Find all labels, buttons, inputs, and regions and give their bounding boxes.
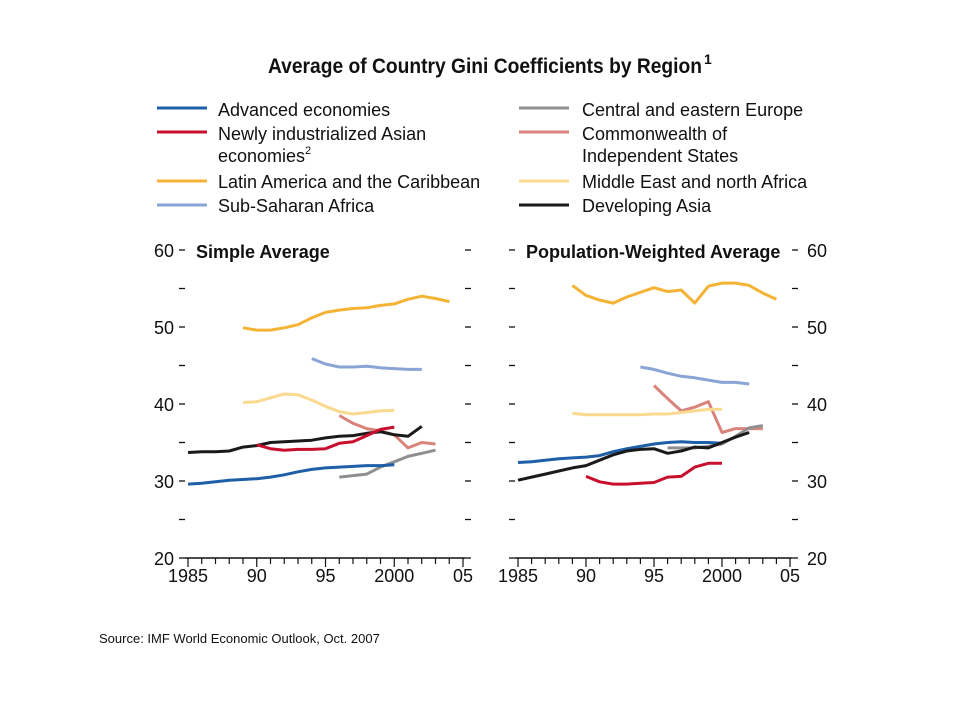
series-line-mena <box>572 407 722 417</box>
legend-label-adv: Advanced economies <box>218 100 390 120</box>
series-line-ssa <box>640 365 750 386</box>
source-note: Source: IMF World Economic Outlook, Oct.… <box>99 631 380 646</box>
legend-item-dasia: Developing Asia <box>519 196 712 216</box>
panel-title: Population-Weighted Average <box>526 242 780 262</box>
series-line-mena <box>242 392 395 416</box>
y-tick-label: 60 <box>154 241 174 261</box>
legend-label-cee: Central and eastern Europe <box>582 100 803 120</box>
series-line-lac <box>571 281 778 305</box>
legend-label-dasia: Developing Asia <box>582 196 712 216</box>
legend-item-adv: Advanced economies <box>157 100 390 120</box>
y-tick-label: 20 <box>807 549 827 569</box>
legend-item-lac: Latin America and the Caribbean <box>157 172 480 192</box>
y-tick-label: 50 <box>154 318 174 338</box>
x-tick-label: 05 <box>780 566 800 586</box>
series-line-nie <box>585 461 722 486</box>
legend-item-mena: Middle East and north Africa <box>519 172 808 192</box>
x-tick-label: 05 <box>453 566 473 586</box>
legend-label-cis: Independent States <box>582 146 738 166</box>
legend-label-lac: Latin America and the Caribbean <box>218 172 480 192</box>
y-tick-label: 40 <box>807 395 827 415</box>
panel-population-weighted-average: Population-Weighted Average 20 30 40 50 60 198… <box>498 241 827 586</box>
y-tick-label: 50 <box>807 318 827 338</box>
chart-title-superscript: 1 <box>704 51 712 67</box>
x-tick-label: 90 <box>247 566 267 586</box>
panel-title: Simple Average <box>196 242 330 262</box>
x-tick-label: 2000 <box>702 566 742 586</box>
x-tick-label: 90 <box>576 566 596 586</box>
y-tick-label: 40 <box>154 395 174 415</box>
series-line-cis <box>338 414 436 450</box>
legend-superscript: 2 <box>305 145 311 157</box>
series-line-dasia <box>517 431 750 482</box>
series-line-ssa <box>311 357 422 371</box>
y-tick-label: 30 <box>154 472 174 492</box>
legend-label-mena: Middle East and north Africa <box>582 172 808 192</box>
x-tick-label: 1985 <box>498 566 538 586</box>
y-tick-label: 60 <box>807 241 827 261</box>
series-line-dasia <box>187 425 423 454</box>
legend-item-ssa: Sub-Saharan Africa <box>157 196 375 216</box>
y-tick-label: 30 <box>807 472 827 492</box>
legend-label-nie: Newly industrialized Asian <box>218 124 426 144</box>
legend: Advanced economies Newly industrialized A… <box>157 100 808 216</box>
y-tick-label: 20 <box>154 549 174 569</box>
x-tick-label: 95 <box>644 566 664 586</box>
panel-simple-average: Simple Average 20 30 40 50 60 1985 90 95 2000 05 <box>154 241 473 586</box>
legend-label-nie: economies2 <box>218 145 311 166</box>
chart-title: Average of Country Gini Coefficients by … <box>268 55 702 78</box>
series-line-adv <box>187 463 395 486</box>
series-line-cee <box>339 448 436 479</box>
series-line-cis <box>652 384 763 434</box>
x-tick-label: 95 <box>315 566 335 586</box>
legend-item-cee: Central and eastern Europe <box>519 100 803 120</box>
legend-label-cis: Commonwealth of <box>582 124 728 144</box>
series-line-adv <box>517 440 723 464</box>
series-line-lac <box>242 294 450 332</box>
legend-label-ssa: Sub-Saharan Africa <box>218 196 375 216</box>
series-line-nie <box>256 425 395 452</box>
x-tick-label: 1985 <box>168 566 208 586</box>
x-tick-label: 2000 <box>374 566 414 586</box>
